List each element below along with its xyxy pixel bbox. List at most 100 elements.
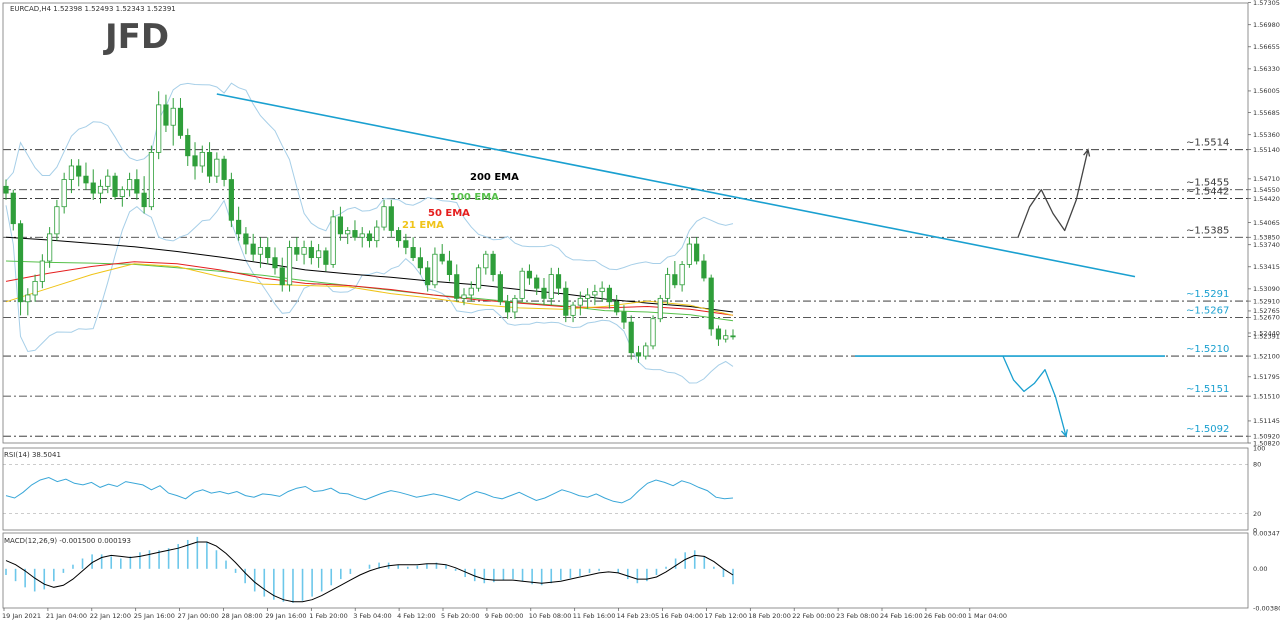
price-tick-label: 1.53740 <box>1253 241 1280 249</box>
time-tick-label: 22 Jan 12:00 <box>90 612 131 620</box>
price-tick-label: 1.52440 <box>1253 329 1280 337</box>
candle-body <box>76 165 82 177</box>
candle-body <box>403 240 409 248</box>
time-tick-label: 23 Feb 08:00 <box>836 612 879 620</box>
time-tick-label: 1 Feb 20:00 <box>309 612 348 620</box>
candle-body <box>97 185 104 194</box>
price-tick-label: 1.51510 <box>1253 392 1280 400</box>
candle-body <box>475 267 482 289</box>
symbol-info: EURCAD,H4 1.52398 1.52493 1.52343 1.5239… <box>10 5 176 13</box>
candle-body <box>643 345 649 357</box>
price-tick-label: 1.54420 <box>1253 195 1280 203</box>
candle-body <box>512 297 518 313</box>
candle-body <box>483 253 489 269</box>
time-tick-label: 14 Feb 23:05 <box>617 612 660 620</box>
candle-body <box>628 321 634 354</box>
macd-signal-line <box>5 541 734 603</box>
candle-body <box>148 151 154 208</box>
time-tick-label: 10 Feb 08:00 <box>529 612 572 620</box>
rsi-pane-frame <box>2 447 1249 531</box>
time-tick-label: 22 Feb 00:00 <box>792 612 835 620</box>
candle-body <box>723 335 729 340</box>
candle-body <box>635 352 642 357</box>
candle-body <box>432 253 438 286</box>
time-tick-label: 24 Feb 16:00 <box>880 612 923 620</box>
time-tick-label: 28 Jan 08:00 <box>222 612 263 620</box>
candle-body <box>599 287 605 292</box>
time-tick-label: 1 Mar 04:00 <box>968 612 1007 620</box>
downtrend-line <box>216 93 1136 278</box>
candle-body <box>708 277 714 330</box>
candle-body <box>61 179 67 208</box>
candle-body <box>381 206 387 228</box>
candle-body <box>345 230 351 235</box>
ema-label: 50 EMA <box>428 208 470 219</box>
candle-body <box>243 233 249 245</box>
candle-body <box>112 175 118 197</box>
level-label: ~1.5291 <box>1186 289 1229 300</box>
candle-body <box>170 107 176 126</box>
candle-body <box>425 267 431 286</box>
candle-body <box>730 335 736 338</box>
bollinger-lower-band <box>5 199 734 384</box>
price-tick-label: 1.51795 <box>1253 373 1280 381</box>
candle-body <box>701 260 707 279</box>
time-tick-label: 4 Feb 12:00 <box>397 612 436 620</box>
candle-body <box>585 294 591 299</box>
candle-body <box>352 230 358 238</box>
price-tick-label: 1.56005 <box>1253 87 1280 95</box>
candle-body <box>490 253 496 276</box>
time-tick-label: 27 Jan 00:00 <box>178 612 219 620</box>
price-tick-label: 1.50920 <box>1253 433 1280 441</box>
time-tick-label: 25 Jan 16:00 <box>134 612 175 620</box>
level-label: ~1.5092 <box>1186 424 1229 435</box>
price-tick-label: 1.55360 <box>1253 131 1280 139</box>
candle-body <box>250 243 256 255</box>
candle-body <box>323 250 329 265</box>
time-tick-label: 17 Feb 12:00 <box>704 612 747 620</box>
price-tick-label: 1.52100 <box>1253 352 1280 360</box>
candle-body <box>177 107 184 136</box>
time-tick-label: 21 Jan 04:00 <box>46 612 87 620</box>
bearish-scenario-arrow <box>1002 355 1067 437</box>
candle-body <box>657 297 663 320</box>
rsi-tick-label: 80 <box>1253 461 1261 469</box>
candle-body <box>301 247 307 255</box>
macd-tick-label: -0.003807 <box>1253 604 1280 612</box>
ema-21-line <box>5 263 734 316</box>
time-tick-label: 26 Feb 00:00 <box>924 612 967 620</box>
candle-body <box>265 247 271 259</box>
candle-body <box>119 189 125 197</box>
candle-body <box>359 233 365 238</box>
candle-body <box>308 247 314 259</box>
candle-body <box>694 243 700 262</box>
time-tick-label: 3 Feb 04:00 <box>353 612 392 620</box>
time-tick-label: 11 Feb 16:00 <box>573 612 616 620</box>
level-label: ~1.5267 <box>1186 305 1229 316</box>
level-label: ~1.5385 <box>1186 225 1229 236</box>
rsi-tick-label: 20 <box>1253 510 1261 518</box>
candle-body <box>621 311 627 323</box>
macd-tick-label: 0.003477 <box>1253 529 1280 537</box>
price-tick-label: 1.54550 <box>1253 186 1280 194</box>
candle-body <box>156 104 162 153</box>
candle-body <box>286 247 293 286</box>
rsi-tick-label: 0 <box>1253 526 1257 534</box>
candle-body <box>686 243 692 265</box>
candle-body <box>679 264 685 286</box>
rsi-tick-label: 100 <box>1253 444 1265 452</box>
candle-body <box>563 287 569 316</box>
candle-body <box>68 165 75 180</box>
candle-body <box>54 206 60 235</box>
rsi-line <box>5 476 734 504</box>
candle-body <box>39 260 45 282</box>
candle-body <box>454 274 460 299</box>
bullish-scenario-arrow-head <box>1083 148 1091 157</box>
price-tick-label: 1.56655 <box>1253 43 1280 51</box>
candle-body <box>294 247 300 255</box>
candle-body <box>221 158 227 180</box>
time-tick-label: 9 Feb 00:00 <box>485 612 524 620</box>
candle-body <box>279 267 285 286</box>
